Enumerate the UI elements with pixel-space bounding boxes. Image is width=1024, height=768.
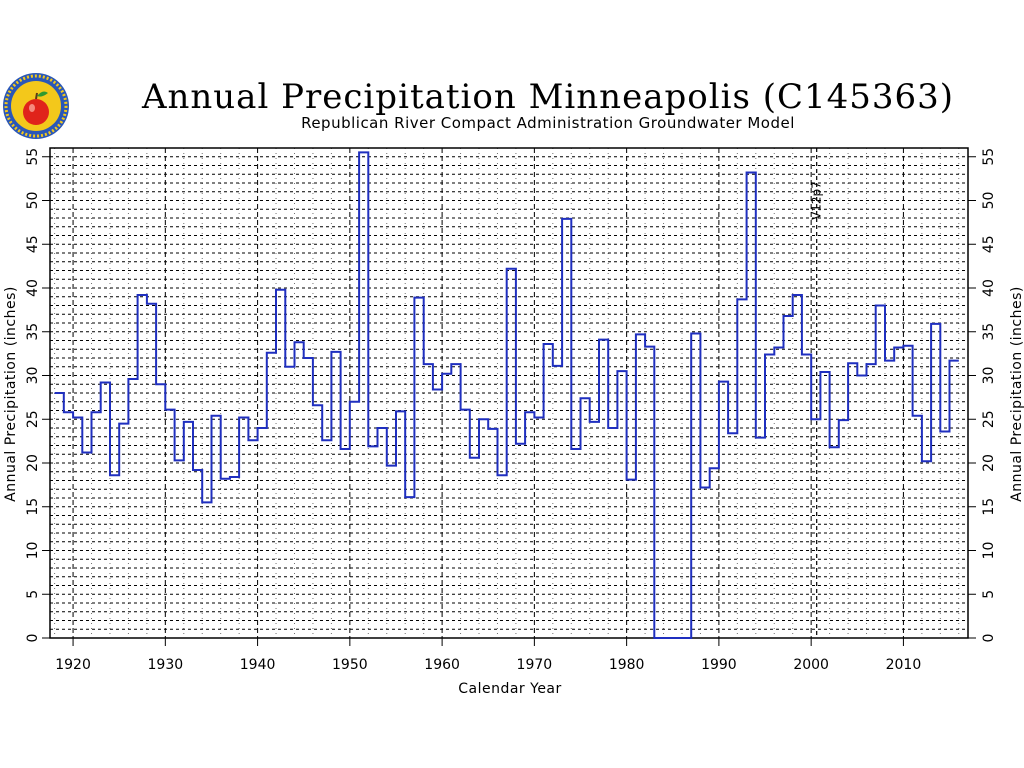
- y-tick-label-left: 30: [25, 367, 41, 385]
- x-tick-label: 1940: [240, 657, 276, 673]
- y-tick-label-right: 50: [981, 192, 997, 210]
- y-tick-label-left: 20: [25, 454, 41, 472]
- gridlines: [50, 148, 968, 638]
- y-tick-label-right: 40: [981, 279, 997, 297]
- y-tick-label-right: 10: [981, 542, 997, 560]
- y-tick-label-right: 45: [981, 235, 997, 253]
- x-tick-label: 1960: [424, 657, 460, 673]
- version-annotation: V12p7: [810, 181, 824, 220]
- x-tick-label: 1970: [517, 657, 553, 673]
- x-tick-label: 2000: [793, 657, 829, 673]
- plot-frame: [42, 147, 976, 646]
- x-tick-label: 1950: [332, 657, 368, 673]
- y-tick-label-left: 40: [25, 279, 41, 297]
- y-tick-label-right: 20: [981, 454, 997, 472]
- y-axis-label-right: Annual Precipitation (inches): [1009, 286, 1024, 502]
- y-axis-label: Annual Precipitation (inches): [3, 286, 19, 502]
- y-tick-label-left: 45: [25, 235, 41, 253]
- y-tick-label-right: 30: [981, 367, 997, 385]
- y-tick-label-right: 5: [981, 590, 997, 599]
- chart-subtitle: Republican River Compact Administration …: [301, 114, 795, 132]
- x-axis-label: Calendar Year: [458, 681, 562, 697]
- x-tick-label: 1920: [55, 657, 91, 673]
- y-tick-label-left: 50: [25, 192, 41, 210]
- precipitation-series: [54, 151, 959, 639]
- apple-seal-logo-graphic: [3, 73, 69, 139]
- y-tick-label-left: 25: [25, 410, 41, 428]
- x-tick-label: 1930: [148, 657, 184, 673]
- y-tick-label-left: 10: [25, 542, 41, 560]
- y-tick-label-left: 15: [25, 498, 41, 516]
- y-tick-label-right: 35: [981, 323, 997, 341]
- y-tick-label-left: 5: [25, 590, 41, 599]
- y-tick-label-left: 55: [25, 148, 41, 166]
- chart-title: Annual Precipitation Minneapolis (C14536…: [141, 77, 954, 117]
- x-tick-label: 1980: [609, 657, 645, 673]
- y-tick-label-right: 55: [981, 148, 997, 166]
- y-tick-label-right: 15: [981, 498, 997, 516]
- x-tick-label: 1990: [701, 657, 737, 673]
- precipitation-step-line: [54, 151, 959, 639]
- apple-seal-logo: [2, 72, 70, 140]
- y-tick-label-left: 0: [25, 634, 41, 643]
- y-tick-label-right: 25: [981, 410, 997, 428]
- x-tick-label: 2010: [886, 657, 922, 673]
- y-tick-label-left: 35: [25, 323, 41, 341]
- y-tick-label-right: 0: [981, 634, 997, 643]
- plot-border: [49, 147, 969, 639]
